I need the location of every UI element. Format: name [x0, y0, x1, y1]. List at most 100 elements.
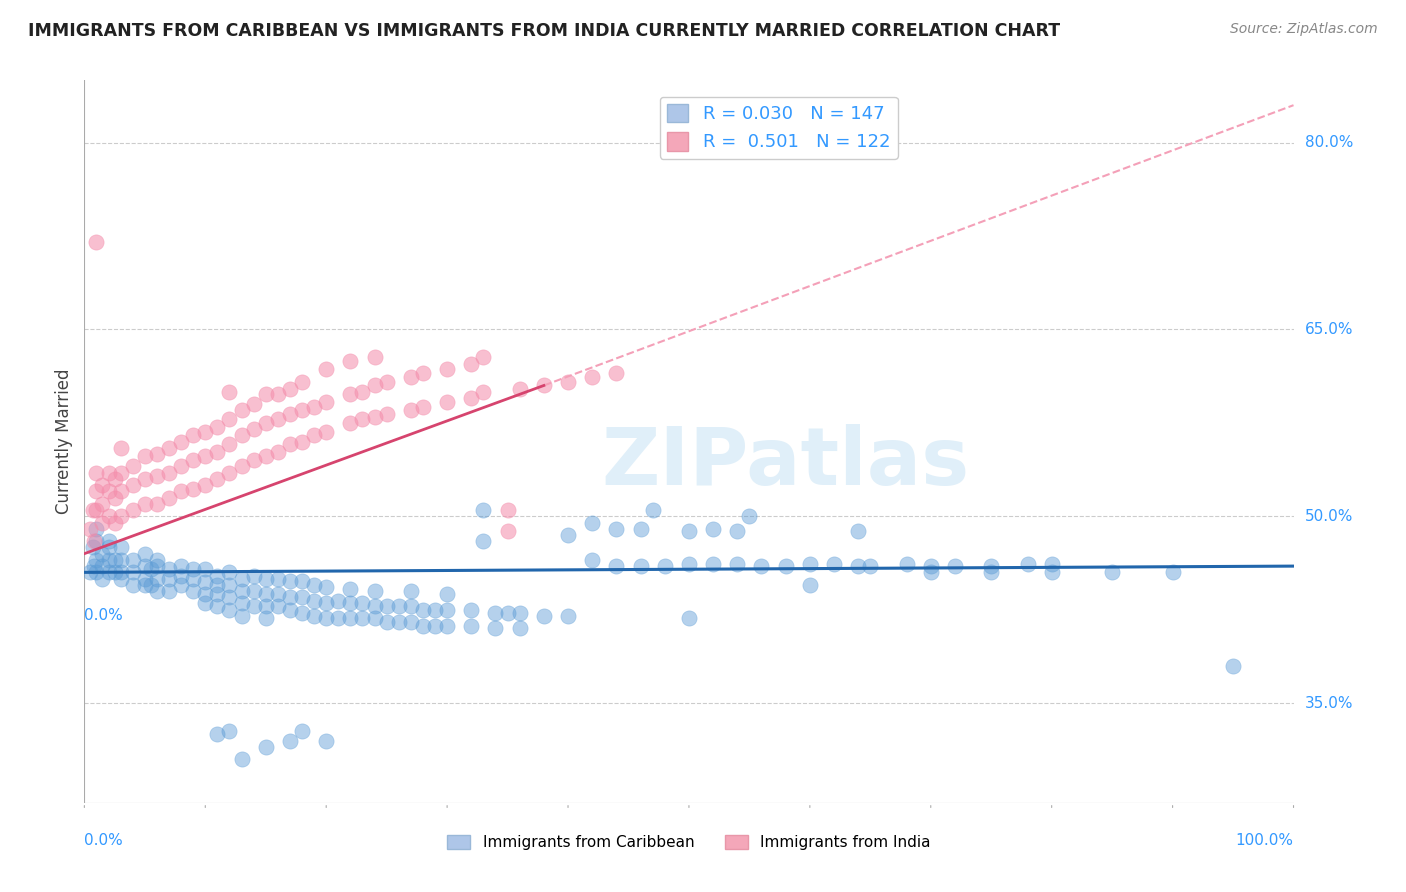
- Point: [157, 584, 180, 599]
- Point: [110, 441, 132, 455]
- Point: [104, 516, 127, 530]
- Point: [194, 561, 217, 575]
- Point: [412, 366, 434, 380]
- Point: [207, 444, 229, 458]
- Point: [146, 572, 169, 586]
- Point: [291, 574, 314, 588]
- Point: [254, 387, 277, 401]
- Point: [302, 609, 325, 624]
- Point: [436, 603, 458, 617]
- Point: [799, 578, 821, 592]
- Point: [846, 524, 869, 539]
- Point: [121, 503, 143, 517]
- Point: [97, 553, 120, 567]
- Point: [339, 387, 361, 401]
- Text: Source: ZipAtlas.com: Source: ZipAtlas.com: [1230, 22, 1378, 37]
- Point: [181, 572, 204, 586]
- Point: [134, 578, 156, 592]
- Point: [339, 582, 361, 596]
- Point: [242, 397, 264, 411]
- Point: [943, 559, 966, 574]
- Point: [399, 403, 422, 417]
- Text: ZIPatlas: ZIPatlas: [602, 425, 970, 502]
- Point: [254, 572, 277, 586]
- Text: 65.0%: 65.0%: [1305, 322, 1353, 337]
- Point: [557, 375, 579, 389]
- Point: [134, 572, 156, 586]
- Point: [920, 559, 942, 574]
- Point: [83, 559, 105, 574]
- Point: [110, 553, 132, 567]
- Point: [375, 407, 398, 421]
- Point: [436, 586, 458, 600]
- Point: [484, 607, 506, 621]
- Point: [134, 472, 156, 486]
- Point: [267, 599, 290, 613]
- Point: [218, 412, 240, 426]
- Text: 50.0%: 50.0%: [1305, 508, 1353, 524]
- Point: [328, 611, 350, 625]
- Point: [363, 599, 385, 613]
- Point: [496, 607, 519, 621]
- Point: [278, 574, 301, 588]
- Point: [267, 572, 290, 586]
- Point: [104, 472, 127, 486]
- Point: [181, 482, 204, 496]
- Point: [363, 350, 385, 364]
- Point: [388, 615, 411, 630]
- Point: [980, 559, 1002, 574]
- Point: [291, 403, 314, 417]
- Point: [207, 419, 229, 434]
- Point: [97, 466, 120, 480]
- Point: [641, 503, 664, 517]
- Point: [339, 597, 361, 611]
- Point: [267, 586, 290, 600]
- Text: 0.0%: 0.0%: [84, 833, 124, 848]
- Point: [97, 541, 120, 555]
- Point: [581, 553, 603, 567]
- Point: [134, 547, 156, 561]
- Point: [702, 522, 724, 536]
- Point: [302, 578, 325, 592]
- Point: [302, 428, 325, 442]
- Point: [678, 557, 700, 571]
- Point: [799, 557, 821, 571]
- Point: [139, 578, 162, 592]
- Point: [91, 497, 114, 511]
- Point: [194, 586, 217, 600]
- Point: [242, 599, 264, 613]
- Point: [218, 466, 240, 480]
- Point: [121, 459, 143, 474]
- Point: [121, 553, 143, 567]
- Point: [436, 394, 458, 409]
- Point: [1222, 658, 1244, 673]
- Point: [104, 566, 127, 580]
- Point: [194, 450, 217, 464]
- Point: [254, 599, 277, 613]
- Point: [254, 450, 277, 464]
- Point: [97, 484, 120, 499]
- Point: [231, 572, 253, 586]
- Point: [1101, 566, 1123, 580]
- Point: [231, 584, 253, 599]
- Point: [315, 597, 337, 611]
- Point: [302, 400, 325, 414]
- Point: [170, 459, 193, 474]
- Point: [83, 534, 105, 549]
- Point: [896, 557, 918, 571]
- Point: [146, 447, 169, 461]
- Point: [86, 566, 108, 580]
- Text: 100.0%: 100.0%: [1236, 833, 1294, 848]
- Point: [146, 584, 169, 599]
- Point: [363, 611, 385, 625]
- Point: [104, 553, 127, 567]
- Point: [181, 561, 204, 575]
- Point: [207, 727, 229, 741]
- Point: [315, 580, 337, 594]
- Point: [339, 611, 361, 625]
- Point: [315, 733, 337, 747]
- Point: [278, 437, 301, 451]
- Point: [399, 615, 422, 630]
- Point: [460, 603, 482, 617]
- Point: [91, 516, 114, 530]
